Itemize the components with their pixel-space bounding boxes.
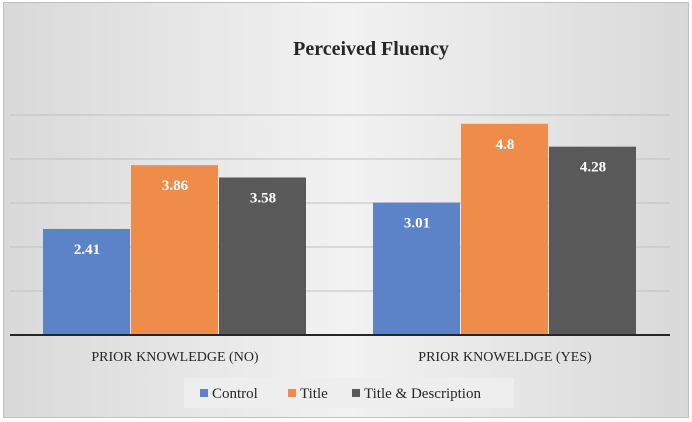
chart-title: Perceived Fluency [293, 38, 449, 60]
legend: Control Title Title & Description [184, 378, 514, 408]
data-label-1-2: 4.28 [580, 160, 606, 176]
category-label-0: PRIOR KNOWLEDGE (NO) [91, 350, 259, 365]
legend-label-2: Title & Description [364, 386, 481, 402]
data-label-0-1: 3.86 [162, 178, 189, 194]
data-label-0-0: 2.41 [74, 242, 100, 258]
legend-box [184, 378, 514, 408]
bar-0-0 [43, 228, 130, 335]
category-label-1: PRIOR KNOWELDGE (YES) [418, 350, 592, 365]
bars [43, 123, 636, 335]
bar-0-2 [219, 177, 306, 335]
category-labels: PRIOR KNOWLEDGE (NO) PRIOR KNOWELDGE (YES… [91, 350, 592, 365]
data-labels: 2.41 3.86 3.58 3.01 4.8 4.28 [74, 137, 606, 258]
legend-swatch-1 [288, 389, 296, 397]
legend-swatch-0 [200, 389, 208, 397]
bar-1-1 [461, 123, 548, 335]
data-label-1-1: 4.8 [496, 137, 515, 153]
bar-0-1 [131, 165, 218, 335]
legend-swatch-2 [352, 389, 360, 397]
bar-1-2 [549, 146, 636, 335]
legend-label-1: Title [300, 386, 328, 402]
legend-label-0: Control [212, 386, 258, 402]
data-label-1-0: 3.01 [404, 216, 430, 232]
bar-1-0 [373, 202, 460, 335]
data-label-0-2: 3.58 [250, 190, 276, 206]
